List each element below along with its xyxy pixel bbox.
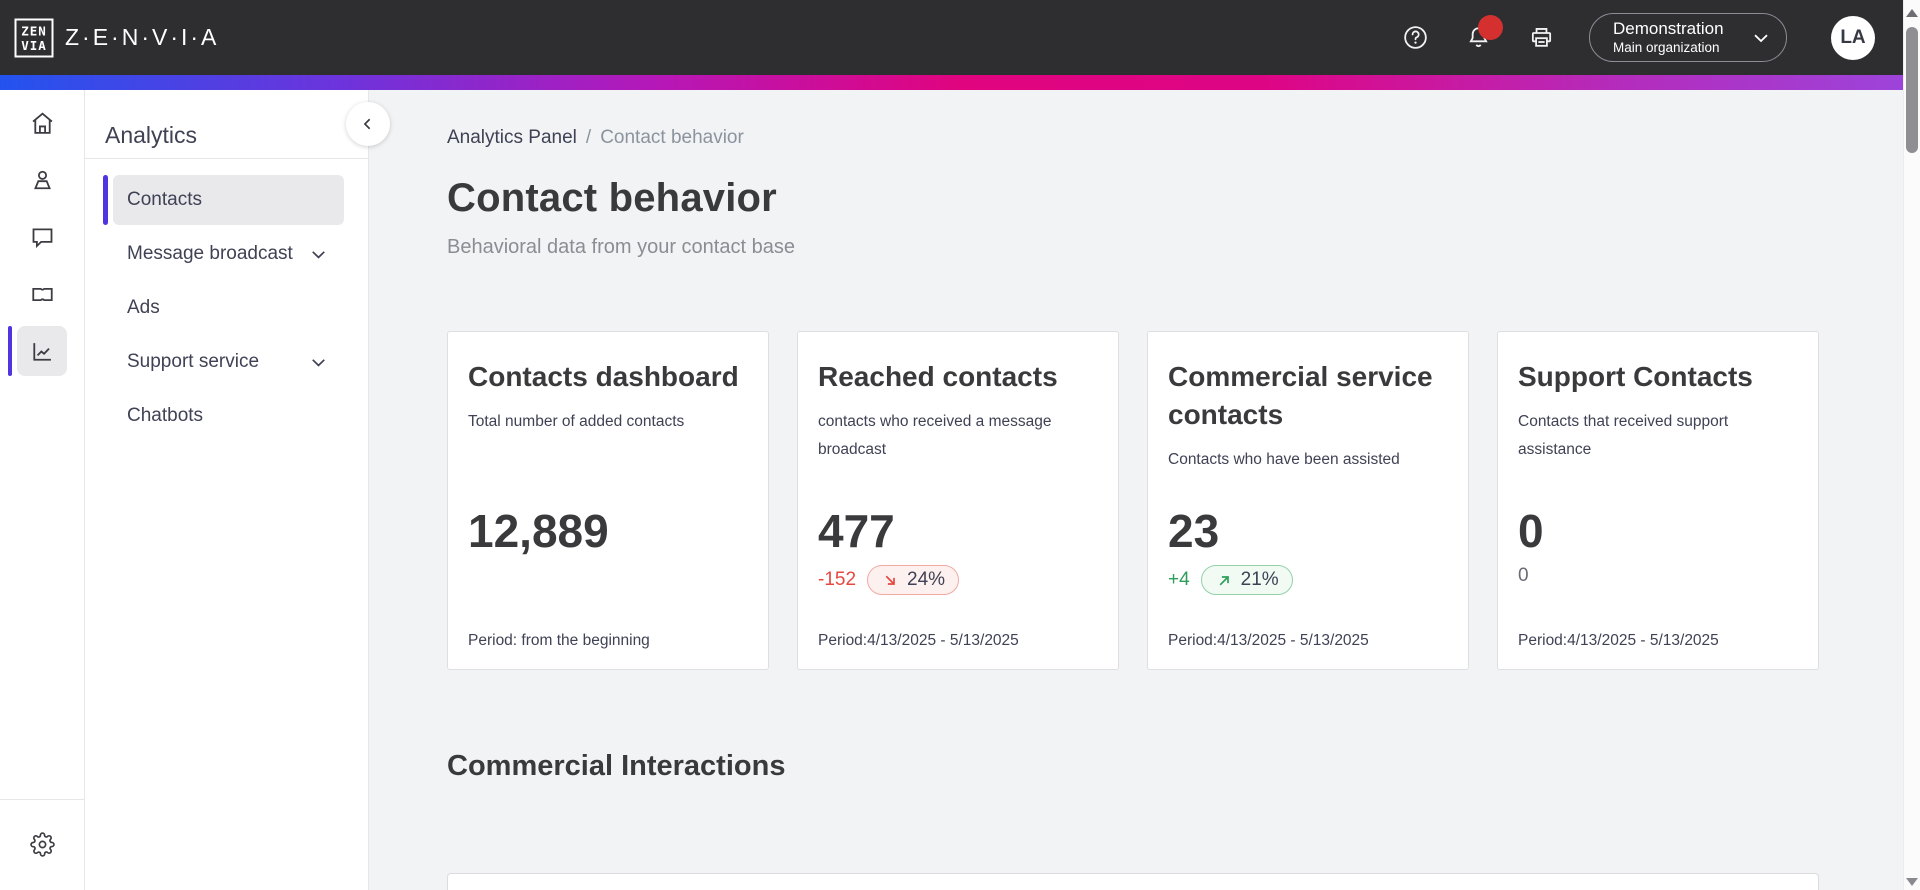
- rail-item-conversations[interactable]: [17, 212, 67, 262]
- card-support-contacts: Support Contacts Contacts that received …: [1497, 331, 1819, 670]
- card-title: Commercial service contacts: [1168, 361, 1433, 430]
- arrow-down-right-icon: [885, 575, 895, 585]
- sidebar-item-message-broadcast[interactable]: Message broadcast: [113, 229, 344, 279]
- card-contacts-dashboard: Contacts dashboard Total number of added…: [447, 331, 769, 670]
- rail-item-settings[interactable]: [22, 824, 62, 864]
- card-description: Contacts who have been assisted: [1168, 450, 1400, 468]
- kpi-cards-row: Contacts dashboard Total number of added…: [447, 331, 1920, 670]
- card-delta-row: -152 24%: [818, 565, 960, 595]
- icon-rail: [0, 90, 85, 890]
- card-value: 23: [1168, 505, 1220, 557]
- chat-bubble-icon: [32, 228, 52, 248]
- line-chart-icon: [32, 342, 51, 361]
- main-content: Analytics Panel / Contact behavior Conta…: [369, 90, 1920, 890]
- arrow-up-right-icon: [1219, 575, 1229, 585]
- print-icon[interactable]: [1528, 24, 1555, 51]
- breadcrumb: Analytics Panel / Contact behavior: [447, 127, 1920, 149]
- sidebar-item-ads[interactable]: Ads: [113, 283, 344, 333]
- sidebar-collapse-button[interactable]: [346, 102, 390, 146]
- card-title: Reached contacts: [818, 361, 1058, 392]
- organization-switcher[interactable]: Demonstration Main organization: [1589, 13, 1787, 62]
- chevron-down-icon: [1749, 26, 1773, 50]
- card-value: 477: [818, 505, 895, 557]
- trend-badge-up: 21%: [1200, 565, 1293, 595]
- sidebar-item-label: Chatbots: [127, 405, 204, 426]
- scrollbar-up-arrow[interactable]: [1906, 9, 1918, 17]
- rail-item-analytics[interactable]: [8, 326, 67, 376]
- card-delta-row: 0: [1518, 565, 1529, 587]
- rail-item-tickets[interactable]: [17, 269, 67, 319]
- card-description: Total number of added contacts: [468, 412, 685, 430]
- chevron-down-icon: [307, 243, 330, 266]
- sidebar-item-contacts[interactable]: Contacts: [103, 175, 344, 225]
- rail-bottom-section: [0, 799, 84, 890]
- organization-name: Demonstration: [1613, 19, 1724, 39]
- ticket-icon: [31, 287, 53, 301]
- next-card-top-edge: [447, 873, 1819, 890]
- analytics-sidebar: Analytics Contacts Message broadcast Ads…: [85, 90, 390, 890]
- delta-value: 0: [1518, 565, 1529, 586]
- sidebar-divider: [85, 158, 368, 159]
- card-value: 0: [1518, 505, 1544, 557]
- delta-percent: 24%: [907, 569, 946, 590]
- delta-value: -152: [818, 569, 857, 590]
- card-period: Period: from the beginning: [468, 632, 650, 649]
- rail-item-contacts[interactable]: [17, 155, 67, 205]
- sidebar-item-label: Contacts: [127, 189, 202, 210]
- card-reached-contacts: Reached contacts contacts who received a…: [797, 331, 1119, 670]
- chevron-left-icon: [363, 118, 371, 130]
- card-commercial-service-contacts: Commercial service contacts Contacts who…: [1147, 331, 1469, 670]
- user-avatar[interactable]: LA: [1831, 15, 1875, 60]
- sidebar-item-label: Ads: [127, 297, 160, 318]
- svg-text:ZEN: ZEN: [21, 23, 47, 38]
- delta-value: +4: [1168, 569, 1190, 590]
- zenvia-logo: ZEN VIA Z·E·N·V·I·A: [14, 18, 219, 58]
- home-icon: [31, 112, 53, 134]
- card-description: Contacts that received support assistanc…: [1518, 412, 1729, 459]
- card-delta-row: +4 21%: [1168, 565, 1293, 595]
- card-period: Period:4/13/2025 - 5/13/2025: [1518, 632, 1719, 649]
- card-title: Contacts dashboard: [468, 361, 739, 392]
- card-title: Support Contacts: [1518, 361, 1753, 392]
- breadcrumb-current: Contact behavior: [600, 127, 744, 148]
- trend-badge-down: 24%: [867, 565, 960, 595]
- person-icon: [33, 170, 51, 189]
- notifications-bell-icon[interactable]: [1465, 15, 1503, 51]
- chevron-down-icon: [307, 351, 330, 374]
- page-subtitle: Behavioral data from your contact base: [447, 236, 795, 258]
- section-title-commercial-interactions: Commercial Interactions: [447, 750, 786, 782]
- card-description: contacts who received a message broadcas…: [818, 412, 1052, 459]
- scrollbar[interactable]: [1903, 0, 1920, 890]
- breadcrumb-separator: /: [585, 127, 592, 148]
- zenvia-logo-mark: ZEN VIA: [14, 18, 54, 57]
- sidebar-item-support-service[interactable]: Support service: [113, 337, 344, 387]
- scrollbar-down-arrow[interactable]: [1906, 878, 1918, 886]
- brand-gradient-bar: [0, 75, 1920, 90]
- zenvia-wordmark: Z·E·N·V·I·A: [65, 24, 220, 50]
- notification-dot: [1478, 15, 1503, 40]
- svg-text:VIA: VIA: [21, 38, 47, 53]
- card-value: 12,889: [468, 505, 609, 557]
- sidebar-title: Analytics: [105, 122, 198, 148]
- page-title: Contact behavior: [447, 176, 777, 220]
- sidebar-item-chatbots[interactable]: Chatbots: [113, 391, 344, 441]
- delta-percent: 21%: [1240, 569, 1279, 590]
- sidebar-item-label: Support service: [127, 351, 260, 372]
- card-period: Period:4/13/2025 - 5/13/2025: [1168, 632, 1369, 649]
- top-bar: ZEN VIA Z·E·N·V·I·A: [0, 0, 1920, 75]
- help-icon[interactable]: [1402, 24, 1429, 51]
- breadcrumb-analytics-panel[interactable]: Analytics Panel: [447, 127, 577, 148]
- card-period: Period:4/13/2025 - 5/13/2025: [818, 632, 1019, 649]
- scrollbar-thumb[interactable]: [1906, 27, 1918, 153]
- sidebar-item-label: Message broadcast: [127, 243, 293, 264]
- rail-item-home[interactable]: [17, 98, 67, 148]
- gear-icon: [29, 831, 55, 857]
- organization-subtitle: Main organization: [1613, 39, 1720, 55]
